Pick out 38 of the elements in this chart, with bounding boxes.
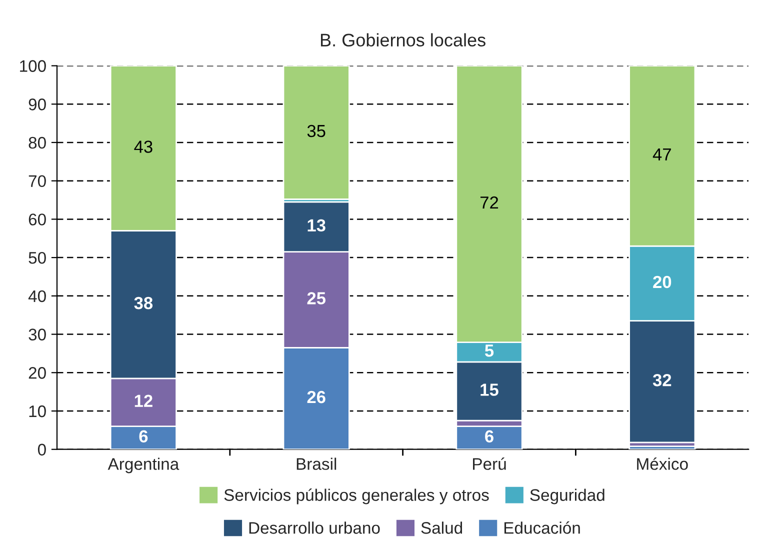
data-label: 38 [134,296,153,310]
y-tick-label: 70 [28,175,46,188]
legend-label: Educación [504,521,580,534]
y-tick-label: 90 [28,98,46,110]
bar [456,426,523,450]
data-label: 5 [484,344,494,357]
bar [282,66,350,200]
y-tick-label: 50 [28,252,46,264]
y-tick-label: 10 [29,405,46,418]
legend-label: Salud [421,522,462,534]
data-label: 13 [308,219,326,232]
data-label: 6 [485,430,494,443]
chart-title: B. Gobiernos locales [320,33,486,46]
data-label: 32 [652,374,672,386]
data-label: 72 [480,196,498,209]
data-label: 12 [134,394,152,407]
y-tick-label: 60 [28,214,46,226]
legend-label: Servicios públicos generales y otros [224,488,489,504]
y-tick-label: 30 [28,328,46,340]
y-tick-label: 40 [28,290,46,302]
x-tick-label: Argentina [108,458,180,474]
data-label: 35 [307,124,326,138]
data-label: 26 [307,390,326,404]
legend-label: Desarrollo urbano [249,522,380,534]
data-label: 47 [652,148,671,160]
y-tick-label: 20 [28,367,46,379]
data-label: 43 [134,140,152,153]
y-tick-label: 80 [28,136,46,149]
data-label: 15 [480,384,498,396]
data-label: 20 [653,276,672,288]
legend-label: Seguridad [530,488,604,504]
x-tick-label: Perú [473,458,506,470]
data-label: 6 [139,430,148,443]
data-label: 25 [307,292,326,304]
x-tick-label: México [637,458,688,470]
x-tick-label: Brasil [296,458,336,470]
y-tick-label: 0 [38,444,46,456]
y-tick-label: 100 [20,60,46,72]
